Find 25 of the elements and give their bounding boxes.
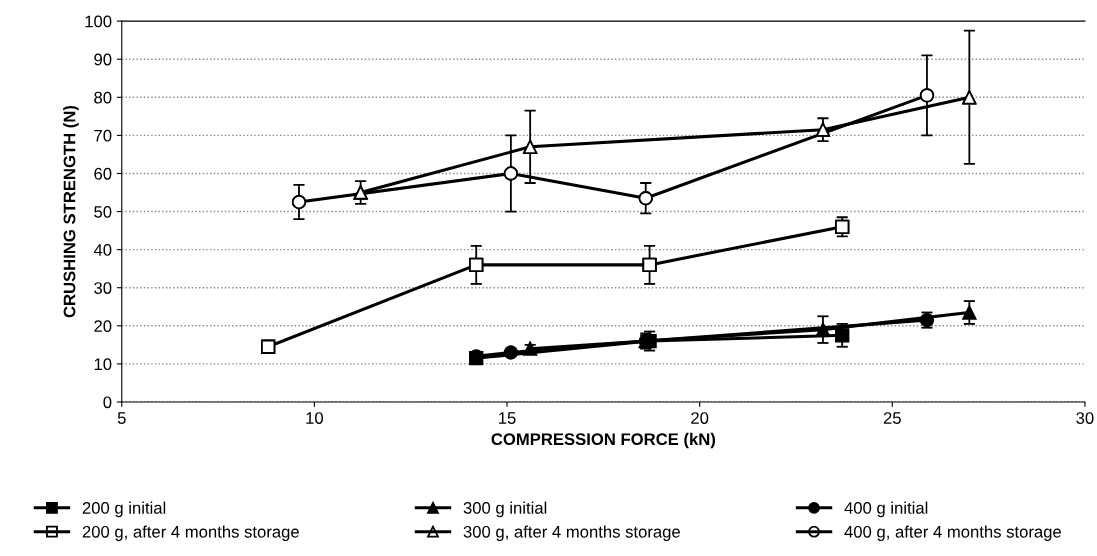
y-tick-label: 60 — [94, 167, 112, 180]
legend-label: 200 g, after 4 months storage — [82, 525, 299, 541]
y-tick-label: 90 — [94, 53, 112, 66]
legend-label: 300 g, after 4 months storage — [463, 525, 680, 541]
y-tick-label: 70 — [94, 129, 112, 142]
x-tick-label: 25 — [883, 412, 901, 424]
y-tick-label: 30 — [94, 282, 112, 294]
x-tick-label: 5 — [117, 412, 126, 424]
y-axis-title: CRUSHING STRENGTH (N) — [63, 105, 79, 318]
y-tick-label: 40 — [93, 244, 112, 256]
legend-label: 200 g initial — [82, 501, 166, 518]
legend-label: 400 g, after 4 months storage — [844, 525, 1061, 541]
y-tick-label: 10 — [94, 358, 112, 371]
y-tick-label: 100 — [85, 15, 112, 28]
legend-label: 400 g initial — [844, 501, 928, 518]
y-tick-label: 20 — [94, 320, 112, 333]
y-tick-label: 50 — [94, 205, 112, 218]
x-tick-label: 15 — [499, 412, 516, 424]
x-tick-label: 30 — [1076, 412, 1094, 424]
y-tick-label: 0 — [103, 396, 112, 409]
x-tick-label: 20 — [691, 412, 709, 424]
x-tick-label: 10 — [306, 412, 324, 424]
y-tick-label: 80 — [94, 91, 112, 104]
x-axis-title: COMPRESSION FORCE (kN) — [491, 432, 716, 449]
legend-label: 300 g initial — [463, 501, 547, 518]
